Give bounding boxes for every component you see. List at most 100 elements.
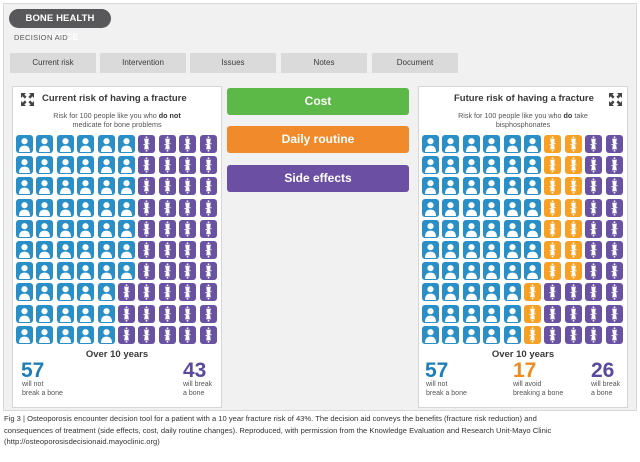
- broken-bone-icon: [585, 177, 603, 196]
- expand-icon[interactable]: [21, 93, 34, 106]
- broken-bone-icon: [138, 262, 156, 281]
- person-icon: [16, 156, 33, 175]
- person-icon: [462, 283, 480, 302]
- broken-bone-icon: [179, 262, 197, 281]
- person-icon: [422, 198, 439, 217]
- broken-bone-icon: [585, 283, 603, 302]
- desc-text: take: [572, 111, 588, 120]
- broken-bone-icon: [564, 135, 582, 153]
- person-icon: [36, 241, 54, 259]
- person-icon: [442, 283, 460, 302]
- desc-emphasis: do not: [158, 111, 181, 120]
- person-icon: [56, 219, 74, 238]
- person-icon: [462, 325, 480, 344]
- broken-bone-icon: [179, 219, 197, 238]
- stat-not-break-value: 57: [425, 359, 449, 382]
- person-icon: [97, 135, 115, 153]
- figure-caption: Fig 3 | Osteoporosis encounter decision …: [4, 413, 636, 448]
- broken-bone-icon: [605, 219, 623, 238]
- broken-bone-icon: [199, 283, 217, 302]
- person-icon: [118, 241, 135, 259]
- broken-bone-icon: [605, 198, 623, 217]
- stat-label-line: a bone: [591, 389, 613, 397]
- desc-text: Risk for 100 people like you who: [458, 111, 564, 120]
- future-risk-panel: Future risk of having a fracture Risk fo…: [418, 86, 628, 408]
- person-icon: [118, 135, 135, 153]
- person-icon: [77, 198, 95, 217]
- person-icon: [524, 241, 541, 259]
- broken-bone-icon: [544, 241, 562, 259]
- desc-emphasis: do: [563, 111, 573, 120]
- tab-intervention[interactable]: Intervention: [100, 53, 186, 73]
- person-icon: [36, 325, 54, 344]
- broken-bone-icon: [179, 177, 197, 196]
- stat-break-value: 26: [591, 359, 615, 382]
- side-effects-button[interactable]: Side effects: [227, 165, 409, 192]
- broken-bone-icon: [158, 219, 176, 238]
- person-icon: [56, 135, 74, 153]
- broken-bone-icon: [605, 241, 623, 259]
- person-icon: [422, 304, 439, 323]
- broken-bone-icon: [179, 135, 197, 153]
- stat-label-line: break a bone: [426, 389, 467, 397]
- stat-break-value: 43: [183, 359, 207, 382]
- caption-line: consequences of treatment (side effects,…: [4, 425, 552, 435]
- person-icon: [16, 219, 33, 238]
- stat-label-line: will not: [426, 381, 448, 388]
- caption-line: (http://osteoporosisdecisionaid.mayoclin…: [4, 437, 160, 447]
- broken-bone-icon: [585, 304, 603, 323]
- person-icon: [118, 219, 135, 238]
- person-icon: [524, 135, 541, 153]
- person-icon: [36, 283, 54, 302]
- broken-bone-icon: [158, 198, 176, 217]
- person-icon: [462, 135, 480, 153]
- daily-routine-button[interactable]: Daily routine: [227, 126, 409, 153]
- tab-document[interactable]: Document: [372, 53, 458, 73]
- tab-issues[interactable]: Issues: [190, 53, 276, 73]
- person-icon: [503, 304, 521, 323]
- broken-bone-icon: [138, 219, 156, 238]
- person-icon: [503, 325, 521, 344]
- person-icon: [36, 135, 54, 153]
- person-icon: [118, 156, 135, 175]
- broken-bone-icon: [605, 156, 623, 175]
- person-icon: [16, 241, 33, 259]
- broken-bone-icon: [585, 156, 603, 175]
- broken-bone-icon: [199, 219, 217, 238]
- person-icon: [483, 304, 501, 323]
- person-icon: [442, 262, 460, 281]
- broken-bone-icon: [199, 135, 217, 153]
- broken-bone-icon: [118, 283, 135, 302]
- broken-bone-icon: [544, 219, 562, 238]
- desc-text: bisphosphonates: [495, 120, 551, 129]
- person-icon: [483, 135, 501, 153]
- person-icon: [56, 283, 74, 302]
- expand-icon[interactable]: [609, 93, 622, 106]
- broken-bone-icon: [179, 325, 197, 344]
- stat-avoid-label: will avoid breaking a bone: [513, 381, 563, 398]
- person-icon: [36, 198, 54, 217]
- person-icon: [97, 241, 115, 259]
- broken-bone-icon: [605, 262, 623, 281]
- broken-bone-icon: [138, 304, 156, 323]
- person-icon: [442, 304, 460, 323]
- person-icon: [462, 262, 480, 281]
- tab-notes[interactable]: Notes: [281, 53, 367, 73]
- person-icon: [462, 219, 480, 238]
- person-icon: [442, 177, 460, 196]
- person-icon: [524, 262, 541, 281]
- stat-label-line: will break: [591, 381, 621, 388]
- person-icon: [483, 262, 501, 281]
- broken-bone-icon: [544, 283, 562, 302]
- broken-bone-icon: [544, 304, 562, 323]
- app-subtitle: DECISION AID: [14, 33, 69, 42]
- tab-current-risk[interactable]: Current risk: [10, 53, 96, 73]
- person-icon: [97, 219, 115, 238]
- person-icon: [97, 262, 115, 281]
- cost-button[interactable]: Cost: [227, 88, 409, 115]
- person-icon: [77, 219, 95, 238]
- person-icon: [77, 241, 95, 259]
- broken-bone-icon: [158, 177, 176, 196]
- person-icon: [16, 177, 33, 196]
- person-icon: [524, 156, 541, 175]
